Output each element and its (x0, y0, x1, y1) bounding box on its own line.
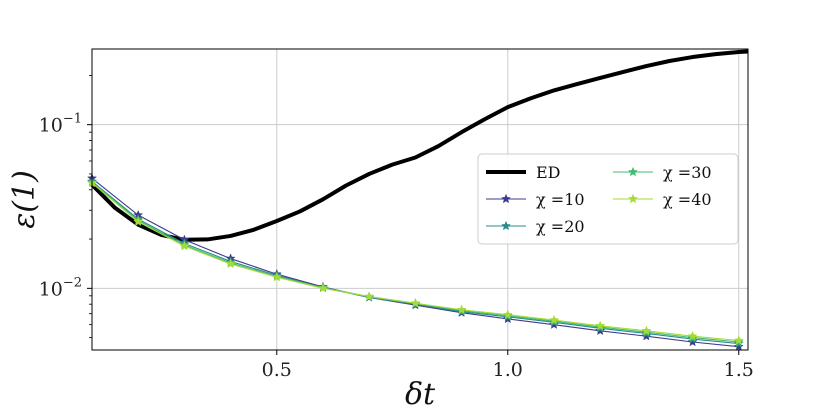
data-point (133, 216, 144, 227)
legend-marker (500, 193, 512, 204)
legend-item: χ =20 (486, 217, 585, 236)
legend-marker (627, 166, 639, 177)
legend-label: χ =30 (663, 163, 712, 182)
data-point (687, 336, 698, 347)
data-point (733, 335, 744, 345)
data-point (641, 325, 652, 336)
data-point (410, 298, 421, 308)
legend-label: χ =10 (536, 190, 585, 209)
data-point (317, 283, 329, 293)
data-point (733, 341, 744, 351)
legend-item: χ =10 (486, 190, 585, 209)
data-point (225, 258, 236, 269)
x-tick-label: 0.5 (262, 359, 292, 381)
legend-item: ED (486, 163, 561, 182)
legend-item: χ =30 (613, 163, 712, 182)
legend-item: χ =40 (613, 190, 712, 209)
legend-label: ED (536, 163, 561, 182)
series-layer (86, 49, 749, 351)
axis-ticks: 0.5 1.0 1.5 10−1 10−2 (39, 75, 754, 381)
x-tick-label: 1.0 (493, 359, 523, 381)
y-tick-label: 10−2 (39, 275, 82, 300)
legend-label: χ =20 (536, 217, 585, 236)
y-tick-label: 10−1 (39, 112, 82, 137)
legend-label: χ =40 (663, 190, 712, 209)
series-0 (90, 49, 749, 242)
data-point (502, 309, 513, 319)
legend-marker (627, 193, 639, 204)
y-axis-title: ε(1) (7, 170, 42, 229)
data-point (271, 271, 282, 282)
grid (92, 49, 748, 350)
data-point (548, 314, 559, 325)
data-point (687, 330, 698, 341)
data-point (179, 240, 190, 251)
data-point (456, 304, 467, 315)
legend-marker (500, 220, 512, 231)
data-point (364, 291, 375, 301)
legend: ED χ =10 χ =20 χ =30 χ =40 (477, 153, 739, 245)
x-axis-title: δt (405, 377, 436, 412)
series-line (90, 49, 749, 242)
data-point (595, 320, 606, 331)
x-tick-label: 1.5 (724, 359, 754, 381)
plot-area (91, 48, 749, 351)
legend-box (477, 153, 739, 245)
